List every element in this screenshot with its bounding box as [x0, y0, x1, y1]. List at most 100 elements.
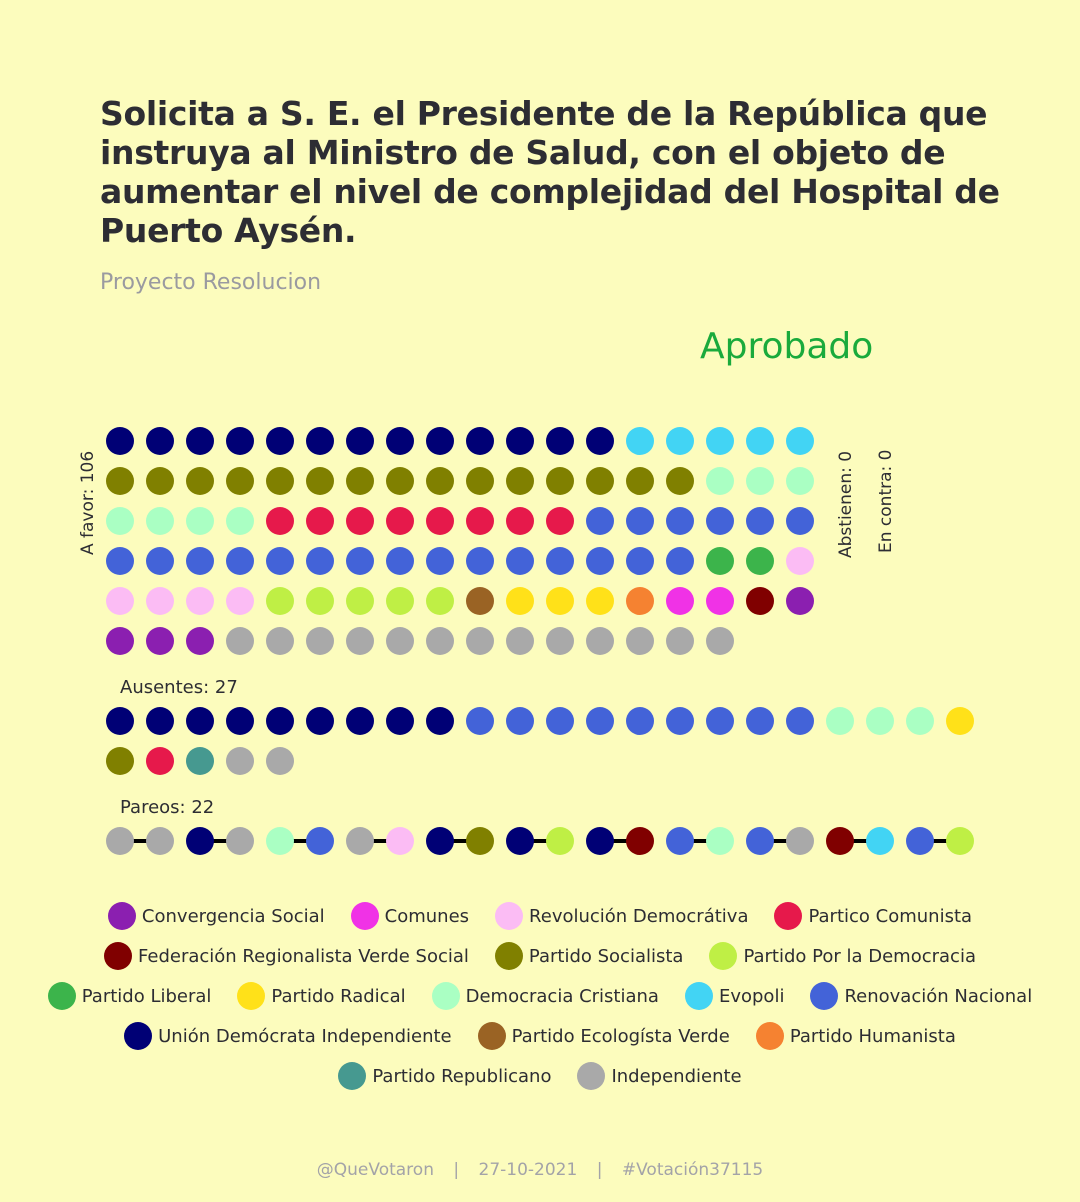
a-favor-dot-ps	[106, 467, 134, 495]
a-favor-dot-udi	[346, 427, 374, 455]
ausente-dot-rn	[586, 707, 614, 735]
ausente-dot-udi	[266, 707, 294, 735]
a-favor-dot-ind	[586, 627, 614, 655]
pareo-dot-ind	[226, 827, 254, 855]
pareo-dot-dc	[266, 827, 294, 855]
a-favor-dot-ps	[506, 467, 534, 495]
pareo-dot-ppd	[546, 827, 574, 855]
a-favor-dot-rn	[546, 547, 574, 575]
ausente-dot-rn	[626, 707, 654, 735]
vote-type: Proyecto Resolucion	[100, 270, 322, 295]
a-favor-dot-ppd	[426, 587, 454, 615]
ausente-dot-udi	[306, 707, 334, 735]
legend-label: Partido Republicano	[372, 1065, 552, 1087]
legend-label: Convergencia Social	[141, 905, 325, 927]
a-favor-dot-ind	[546, 627, 574, 655]
legend-item: Partido Radical	[237, 982, 406, 1010]
a-favor-dot-ind	[466, 627, 494, 655]
a-favor-dot-udi	[386, 427, 414, 455]
a-favor-dot-pc	[306, 507, 334, 535]
ausente-dot-rn	[666, 707, 694, 735]
a-favor-dot-rd	[226, 587, 254, 615]
legend-item: Federación Regionalista Verde Social	[104, 942, 469, 970]
a-favor-dot-pc	[506, 507, 534, 535]
pareo-dot-rn	[746, 827, 774, 855]
pareo-dot-udi	[426, 827, 454, 855]
pareo-dot-rd	[386, 827, 414, 855]
pareo-dot-ind	[346, 827, 374, 855]
ausente-dot-rn	[786, 707, 814, 735]
a-favor-dot-rn	[586, 507, 614, 535]
legend-swatch	[774, 902, 803, 930]
ausente-dot-dc	[826, 707, 854, 735]
ausente-dot-ind	[266, 747, 294, 775]
a-favor-dot-pc	[266, 507, 294, 535]
a-favor-dot-ps	[626, 467, 654, 495]
legend-label: Renovación Nacional	[844, 985, 1033, 1007]
ausente-dot-rn	[466, 707, 494, 735]
a-favor-dot-pl	[706, 547, 734, 575]
legend-label: Partido Humanista	[789, 1025, 956, 1047]
a-favor-dot-dc	[786, 467, 814, 495]
a-favor-dot-rn	[146, 547, 174, 575]
pareo-dot-ind	[146, 827, 174, 855]
a-favor-dot-pc	[426, 507, 454, 535]
a-favor-dot-evo	[746, 427, 774, 455]
a-favor-dot-evo	[706, 427, 734, 455]
pareo-dot-dc	[706, 827, 734, 855]
a-favor-dot-rn	[626, 507, 654, 535]
footer-handle: @QueVotaron	[316, 1160, 434, 1180]
a-favor-dot-rn	[106, 547, 134, 575]
a-favor-dot-ps	[426, 467, 454, 495]
ausente-dot-rn	[546, 707, 574, 735]
a-favor-dot-rn	[586, 547, 614, 575]
a-favor-dot-udi	[146, 427, 174, 455]
ausente-dot-udi	[186, 707, 214, 735]
legend-item: Renovación Nacional	[810, 982, 1032, 1010]
legend-label: Partido Socialista	[528, 945, 684, 967]
chart-title: Solicita a S. E. el Presidente de la Rep…	[100, 94, 1000, 250]
legend-item: Partido Republicano	[338, 1062, 551, 1090]
legend-swatch	[104, 942, 132, 970]
legend-item: Partido Ecologísta Verde	[477, 1022, 730, 1050]
legend-swatch	[431, 982, 460, 1010]
a-favor-dot-pc	[546, 507, 574, 535]
legend-swatch	[350, 902, 379, 930]
party-legend: Convergencia Social Comunes Revolución Dem…	[20, 902, 1060, 1090]
a-favor-dot-dc	[746, 467, 774, 495]
a-favor-dot-udi	[546, 427, 574, 455]
a-favor-dot-udi	[506, 427, 534, 455]
a-favor-dot-ps	[226, 467, 254, 495]
a-favor-dot-com	[666, 587, 694, 615]
legend-label: Partido Radical	[271, 985, 406, 1007]
a-favor-dot-ps	[146, 467, 174, 495]
a-favor-dot-evo	[786, 427, 814, 455]
ausente-dot-rn	[746, 707, 774, 735]
legend-swatch	[755, 1022, 784, 1050]
a-favor-dot-udi	[466, 427, 494, 455]
pareo-dot-ind	[106, 827, 134, 855]
a-favor-dot-rd	[786, 547, 814, 575]
footer-date: 27-10-2021	[478, 1160, 578, 1180]
a-favor-dot-pev	[466, 587, 494, 615]
legend-item: Democracia Cristiana	[431, 982, 659, 1010]
pareo-dot-ps	[466, 827, 494, 855]
legend-label: Partido Por la Democracia	[743, 945, 976, 967]
a-favor-dot-pl	[746, 547, 774, 575]
a-favor-dot-pc	[346, 507, 374, 535]
a-favor-dot-ind	[226, 627, 254, 655]
a-favor-dot-ind	[506, 627, 534, 655]
a-favor-dot-udi	[426, 427, 454, 455]
ausente-dot-dc	[866, 707, 894, 735]
legend-swatch	[47, 982, 76, 1010]
legend-item: Partido Socialista	[494, 942, 684, 970]
pareo-dot-frvs	[626, 827, 654, 855]
ausente-dot-pc	[146, 747, 174, 775]
pareo-dot-rn	[906, 827, 934, 855]
a-favor-dot-ps	[266, 467, 294, 495]
legend-item: Comunes	[350, 902, 469, 930]
a-favor-dot-udi	[586, 427, 614, 455]
a-favor-dot-evo	[666, 427, 694, 455]
a-favor-dot-rn	[426, 547, 454, 575]
a-favor-dot-ps	[386, 467, 414, 495]
